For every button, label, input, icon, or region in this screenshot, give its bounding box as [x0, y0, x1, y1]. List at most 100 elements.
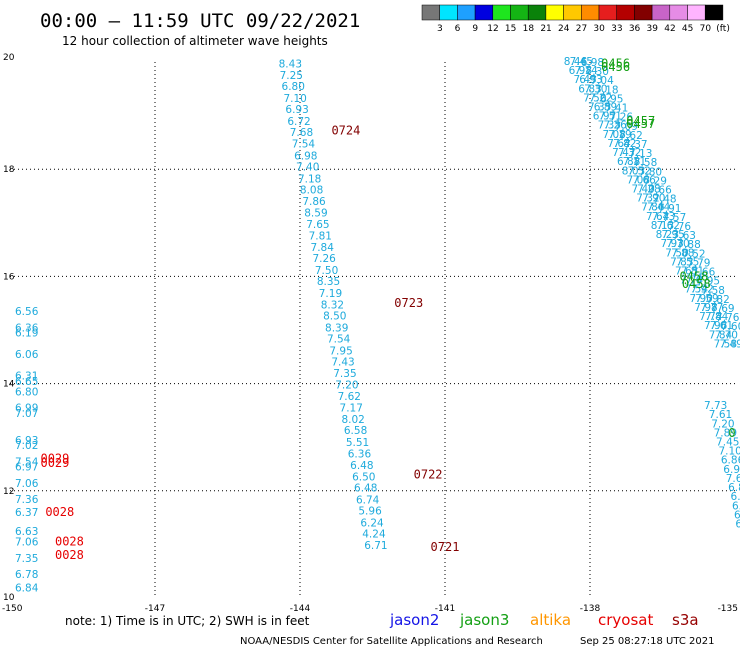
wave-height-value: 7.45 [716, 436, 739, 448]
wave-height-value: 7.66 [692, 267, 716, 279]
wave-height-value: 7.08 [627, 174, 650, 186]
wave-height-value: 7.28 [637, 183, 660, 195]
colorbar-swatch [581, 4, 600, 21]
chart-title: 00:00 – 11:59 UTC 09/22/2021 [40, 10, 360, 32]
wave-height-value: 6.36 [348, 448, 372, 460]
wave-height-value: 7.81 [681, 266, 704, 278]
wave-height-value: 7.81 [309, 231, 332, 243]
wave-height-value: 6.89 [594, 101, 617, 113]
colorbar-swatch [545, 4, 564, 21]
satellite-legend-entry: jason2 [389, 611, 439, 629]
wave-height-value: 7.62 [338, 391, 361, 403]
pass-label: 0456 [601, 57, 630, 71]
colorbar-label: 30 [593, 24, 605, 34]
wave-height-value: 7.62 [657, 220, 680, 232]
wave-height-value: 7.32 [636, 193, 659, 205]
wave-height-value: 6.97 [15, 462, 38, 474]
wave-height-value: 7.26 [312, 253, 336, 265]
wave-height-value: 7.84 [311, 242, 335, 254]
wave-height-value: 7.43 [331, 357, 354, 369]
wave-height-value: 6.71 [364, 540, 387, 552]
wave-height-value: 7.57 [663, 212, 686, 224]
wave-height-value: 8.13 [651, 220, 674, 232]
wave-height-value: 6.80 [282, 81, 305, 93]
wave-height-value: 6.19 [15, 328, 38, 340]
colorbar-label: 24 [558, 24, 570, 34]
y-tick-label: 20 [3, 53, 15, 63]
wave-height-value: 7.95 [661, 229, 684, 241]
pass-label: 0458 [682, 277, 711, 291]
wave-height-value: 7.86 [302, 196, 326, 208]
wave-height-value: 7.52 [682, 248, 705, 260]
wave-height-value: 7.14 [574, 65, 598, 77]
colorbar-label: 9 [472, 24, 478, 34]
wave-height-value: 7.06 [15, 537, 39, 549]
wave-height-value: 7.62 [619, 130, 642, 142]
wave-height-value: 7.52 [628, 165, 651, 177]
timestamp-text: Sep 25 08:27:18 UTC 2021 [580, 636, 714, 647]
wave-height-value: 8.35 [317, 276, 340, 288]
wave-height-value: 7.40 [296, 162, 319, 174]
wave-height-value: 7.37 [624, 139, 647, 151]
wave-height-value: 7.17 [340, 403, 363, 415]
wave-height-value: 8.02 [341, 414, 364, 426]
pass-label: 0029 [40, 452, 69, 466]
colorbar-swatch [474, 4, 494, 21]
wave-height-value: 6.93 [579, 74, 602, 86]
wave-height-value: 7.91 [658, 203, 681, 215]
wave-height-value: 7.20 [335, 380, 358, 392]
wave-height-value: 6.93 [15, 435, 38, 447]
x-tick-label: -135 [718, 604, 738, 614]
y-tick-label: 12 [3, 487, 14, 497]
colorbar-swatch [704, 4, 724, 21]
colorbar-swatch [527, 4, 547, 21]
wave-height-value: 7.45 [573, 74, 596, 86]
wave-height-value: 7.19 [319, 288, 342, 300]
wave-height-value: 7.47 [612, 147, 635, 159]
wave-height-value: 7.96 [704, 320, 728, 332]
pass-label: 0028 [45, 505, 74, 519]
wave-height-value: 7.76 [668, 221, 692, 233]
wave-height-value: 6.24 [360, 517, 384, 529]
colorbar-label: 36 [629, 24, 641, 34]
wave-height-value: 7.66 [648, 185, 672, 197]
wave-height-value: 6.88 [617, 156, 640, 168]
wave-height-value: 8.32 [321, 299, 344, 311]
colorbar-label: 3 [437, 24, 443, 34]
colorbar-label: 33 [611, 24, 622, 34]
wave-height-value: 6.78 [15, 569, 38, 581]
wave-height-value: 7.69 [711, 303, 734, 315]
wave-height-value: 7.80 [639, 166, 662, 178]
footer-note: note: 1) Time is in UTC; 2) SWH is in fe… [65, 614, 310, 628]
pass-label: 0721 [431, 540, 460, 554]
wave-height-value: 7.20 [711, 418, 734, 430]
wave-height-value: 6.36 [15, 322, 39, 334]
wave-height-value: 7.19 [608, 129, 631, 141]
wave-height-value: 7.82 [613, 138, 636, 150]
wave-height-value: 7.98 [694, 302, 717, 314]
wave-height-value: 7.41 [605, 103, 628, 115]
wave-height-value: 7.11 [623, 156, 646, 168]
wave-height-value: 7.26 [603, 120, 627, 132]
wave-height-value: 7.70 [666, 238, 689, 250]
wave-height-value: 7.48 [653, 194, 676, 206]
wave-height-value: 7.59 [695, 293, 718, 305]
pass-label: 0457 [626, 117, 655, 131]
wave-height-value: 8.43 [279, 59, 302, 71]
wave-height-value: 6.31 [15, 371, 38, 383]
y-tick-label: 10 [3, 593, 15, 603]
wave-height-value: 7.79 [687, 257, 710, 269]
colorbar-swatch [687, 4, 706, 21]
wave-height-value: 6.83 [578, 83, 601, 95]
wave-height-value: 7.64 [646, 211, 670, 223]
wave-height-value: 6.73 [734, 509, 740, 521]
wave-height-value: 8.59 [304, 208, 327, 220]
wave-height-value: 7.44 [647, 202, 671, 214]
wave-height-value: 7.73 [652, 211, 675, 223]
colorbar-swatch [651, 4, 671, 21]
pass-label: 0456 [601, 60, 630, 74]
wave-height-value: 7.09 [615, 121, 638, 133]
wave-height-value: 7.35 [333, 368, 356, 380]
satellite-legend-entry: altika [530, 611, 571, 629]
wave-height-value: 6.98 [569, 65, 592, 77]
